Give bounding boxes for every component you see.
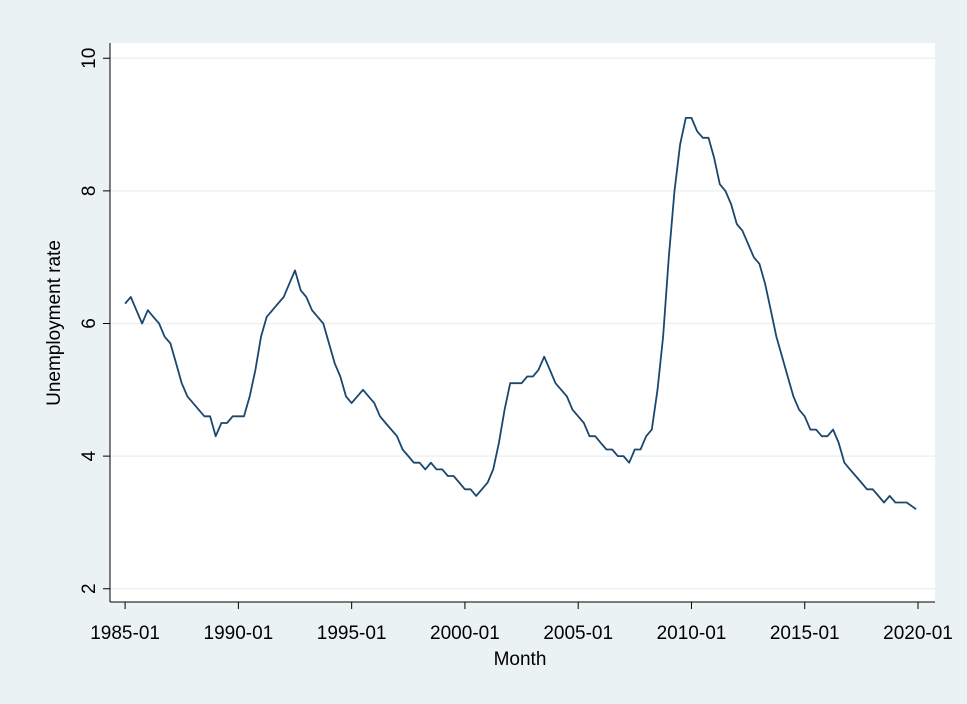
- y-axis-label: Unemployment rate: [44, 240, 65, 406]
- x-axis-label: Month: [494, 649, 547, 670]
- x-tick-label: 2000-01: [430, 623, 500, 644]
- line-series: [124, 117, 917, 510]
- y-tick-label: 4: [79, 450, 100, 461]
- x-tick-label: 1995-01: [317, 623, 387, 644]
- y-tick-label: 2: [79, 583, 100, 594]
- y-tick-label: 6: [79, 318, 100, 329]
- plot-area: [110, 43, 935, 602]
- y-tick-label: 8: [79, 186, 100, 197]
- x-tick-label: 2020-01: [883, 623, 953, 644]
- x-tick-label: 1990-01: [204, 623, 274, 644]
- y-tick-label: 10: [79, 48, 100, 69]
- x-tick-label: 2015-01: [770, 623, 840, 644]
- x-tick-label: 1985-01: [90, 623, 160, 644]
- x-tick-label: 2010-01: [657, 623, 727, 644]
- x-tick-label: 2005-01: [543, 623, 613, 644]
